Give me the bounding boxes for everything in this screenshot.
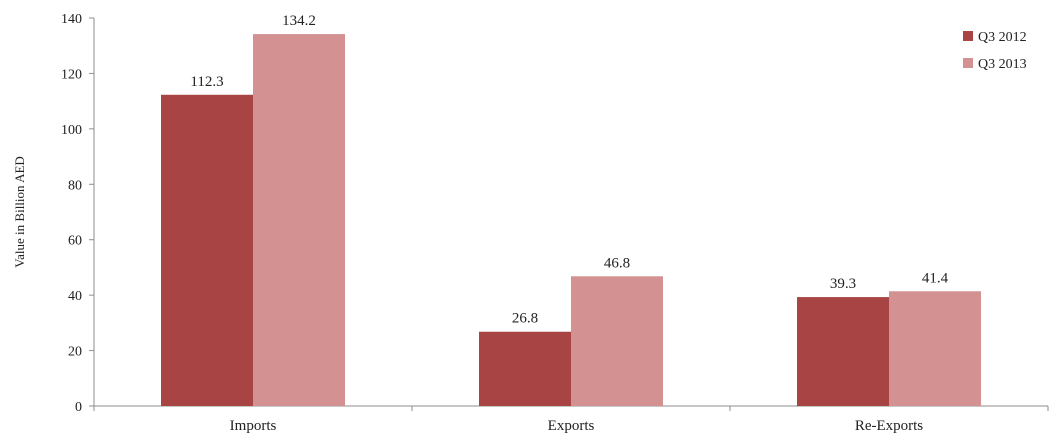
y-tick-label: 80 — [68, 178, 82, 193]
y-tick-label: 40 — [68, 289, 82, 304]
legend-label: Q3 2012 — [978, 30, 1027, 45]
bar-imports-q3-2013 — [253, 34, 345, 407]
data-label: 134.2 — [282, 13, 316, 29]
bars — [161, 34, 981, 407]
legend-swatch — [963, 58, 973, 68]
bar-imports-q3-2012 — [161, 94, 253, 407]
y-tick-label: 100 — [61, 123, 82, 138]
x-tick-label: Imports — [230, 418, 277, 434]
data-label: 26.8 — [512, 311, 538, 327]
y-axis-title: Value in Billion AED — [12, 156, 27, 268]
y-tick-label: 140 — [61, 12, 82, 27]
bar-re-exports-q3-2012 — [797, 297, 889, 406]
data-label: 41.4 — [922, 270, 949, 286]
y-tick-label: 0 — [75, 400, 82, 415]
y-tick-label: 20 — [68, 345, 82, 360]
x-tick-label: Re-Exports — [855, 418, 923, 434]
x-axis: Imports Exports Re-Exports — [93, 405, 1049, 434]
y-axis: 0 20 40 60 80 100 120 140 — [61, 12, 95, 415]
value-labels: 112.3 134.2 26.8 46.8 39.3 41.4 — [190, 13, 948, 327]
x-tick-label: Exports — [548, 418, 595, 434]
data-label: 39.3 — [830, 276, 856, 292]
legend-swatch — [963, 31, 973, 41]
bar-exports-q3-2013 — [571, 276, 663, 406]
data-label: 46.8 — [604, 255, 630, 271]
data-label: 112.3 — [190, 74, 223, 90]
legend-label: Q3 2013 — [978, 57, 1027, 72]
bar-exports-q3-2012 — [479, 331, 571, 406]
y-tick-label: 120 — [61, 67, 82, 82]
bar-re-exports-q3-2013 — [889, 291, 981, 406]
legend: Q3 2012 Q3 2013 — [963, 30, 1027, 72]
y-tick-label: 60 — [68, 234, 82, 249]
